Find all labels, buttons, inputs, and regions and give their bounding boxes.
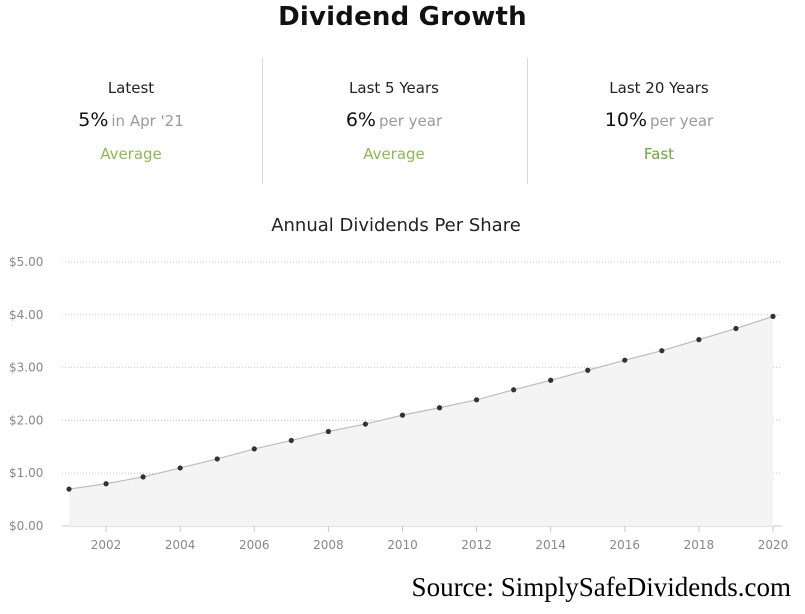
area-fill: [69, 316, 773, 526]
stat-rating: Average: [100, 145, 162, 163]
y-tick-label: $0.00: [9, 519, 43, 533]
stat-number: 5%: [78, 109, 109, 131]
stat-value: 10% per year: [528, 109, 790, 131]
data-point: [585, 367, 591, 373]
data-point: [770, 313, 776, 319]
data-point: [399, 412, 406, 418]
x-tick-label: 2018: [684, 538, 715, 552]
data-point: [288, 437, 294, 444]
series-line: [68, 315, 774, 490]
y-tick-label: $1.00: [9, 466, 43, 480]
data-point: [66, 486, 72, 492]
data-point: [473, 397, 480, 403]
stat-latest: Latest 5% in Apr '21 Average: [0, 58, 262, 184]
data-point: [362, 421, 369, 427]
x-tick-label: 2008: [313, 538, 344, 552]
x-tick-label: 2020: [758, 538, 789, 552]
stat-sub: per year: [650, 112, 714, 130]
y-tick-label: $5.00: [9, 255, 43, 269]
data-point: [251, 446, 257, 452]
data-point: [622, 357, 628, 363]
x-tick-label: 2014: [535, 538, 566, 552]
data-point: [140, 474, 146, 480]
stat-sub: in Apr '21: [111, 112, 184, 130]
x-tick-label: 2016: [610, 538, 641, 552]
data-point: [325, 428, 331, 435]
data-point: [696, 337, 702, 343]
y-tick-label: $2.00: [9, 413, 43, 427]
data-point: [733, 325, 739, 332]
data-point: [548, 377, 554, 383]
data-point: [511, 387, 517, 393]
stat-value: 6% per year: [263, 109, 525, 131]
y-tick-label: $3.00: [9, 361, 43, 375]
stat-last-20-years: Last 20 Years 10% per year Fast: [528, 58, 790, 184]
y-tick-label: $4.00: [9, 308, 43, 322]
stat-divider: [527, 58, 528, 184]
stat-number: 10%: [604, 109, 648, 131]
stat-rating: Average: [363, 145, 425, 163]
stat-number: 6%: [345, 109, 376, 131]
data-point: [436, 405, 443, 411]
stat-sub: per year: [379, 112, 443, 130]
data-point: [103, 481, 109, 487]
data-point: [214, 456, 220, 462]
stat-value: 5% in Apr '21: [0, 109, 262, 131]
x-tick-label: 2004: [165, 538, 196, 552]
stat-last-5-years: Last 5 Years 6% per year Average: [263, 58, 525, 184]
data-point: [659, 348, 665, 354]
stat-rating: Fast: [643, 145, 675, 163]
x-tick-label: 2012: [461, 538, 492, 552]
stats-panel: Latest 5% in Apr '21 Average Last 5 Years…: [0, 58, 792, 184]
data-point: [177, 465, 183, 471]
page-title: Dividend Growth: [278, 2, 527, 32]
x-tick-label: 2002: [91, 538, 122, 552]
stat-label: Last 20 Years: [609, 79, 709, 97]
source-credit: Source: SimplySafeDividends.com: [411, 572, 791, 602]
chart-title: Annual Dividends Per Share: [271, 215, 521, 236]
stat-divider: [262, 58, 263, 184]
x-tick-label: 2010: [387, 538, 418, 552]
stat-label: Last 5 Years: [349, 79, 439, 97]
x-tick-label: 2006: [239, 538, 270, 552]
stat-label: Latest: [107, 79, 155, 97]
